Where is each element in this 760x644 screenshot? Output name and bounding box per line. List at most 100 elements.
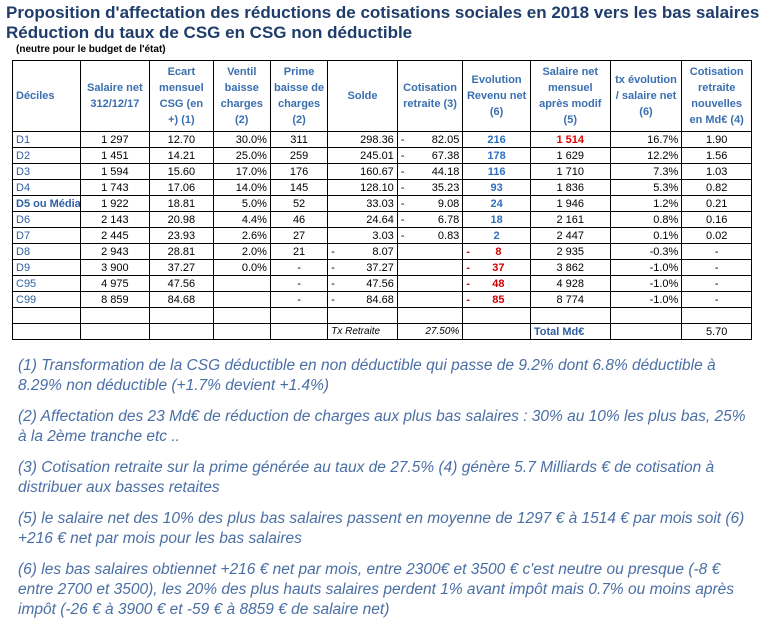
minus-sign: - <box>466 245 470 258</box>
tx-evolution-cell: 5.3% <box>609 179 683 196</box>
ecart-cell: 28.81 <box>149 243 214 260</box>
net-modif-cell: 3 862 <box>529 259 611 276</box>
evolution-cell: 93 <box>462 179 531 196</box>
minus-sign: - <box>400 229 405 242</box>
evolution-cell: - 48 <box>462 275 531 292</box>
table-spacer-row <box>12 307 752 324</box>
decile-label: D6 <box>12 211 81 228</box>
net-modif-cell: 4 928 <box>529 275 611 292</box>
table-row: D2 1 451 14.21 25.0% 259 245.01- 67.38 178 1 629… <box>12 147 752 164</box>
tx-evolution-cell: 16.7% <box>609 131 683 148</box>
ecart-cell: 14.21 <box>149 147 214 164</box>
evolution-cell-value: 37 <box>492 261 505 274</box>
decile-label: D4 <box>12 179 81 196</box>
header-salaire-net: Salaire net 312/12/17 <box>79 60 151 132</box>
decile-label: C99 <box>12 291 81 308</box>
solde-cell: 245.01 <box>327 147 398 164</box>
evolution-cell: 24 <box>462 195 531 212</box>
minus-sign: - <box>400 149 405 162</box>
evolution-cell: 178 <box>462 147 531 164</box>
minus-sign: - <box>400 181 405 194</box>
cotisation-cell <box>396 243 464 260</box>
ventil-cell <box>212 275 271 292</box>
net-modif-cell: 1 946 <box>529 195 611 212</box>
salaire-cell: 2 445 <box>79 227 151 244</box>
cotisation-cell: - 35.23 <box>396 179 464 196</box>
minus-sign: - <box>400 197 405 210</box>
minus-sign: - <box>331 261 335 274</box>
header-ventil: Ventil baisse charges (2) <box>212 60 271 132</box>
solde-cell-value: 8.07 <box>372 245 394 258</box>
header-cotisation: Cotisation retraite (3) <box>396 60 464 132</box>
cotisation-cell-value: 82.05 <box>431 133 460 146</box>
solde-cell-value: 33.03 <box>366 197 394 210</box>
evolution-cell-value: 178 <box>487 149 506 162</box>
ventil-cell: 14.0% <box>212 179 271 196</box>
table-row: D9 3 900 37.27 0.0% - -37.27-37 3 862 -1.0% - <box>12 259 752 276</box>
evolution-cell-value: 93 <box>490 181 503 194</box>
salaire-cell: 1 297 <box>79 131 151 148</box>
minus-sign: - <box>331 245 335 258</box>
cotisation-md-cell: 0.82 <box>681 179 752 196</box>
evolution-cell-value: 8 <box>495 245 502 258</box>
header-deciles: Déciles <box>12 60 81 132</box>
solde-cell: - 47.56 <box>327 275 398 292</box>
salaire-cell: 1 451 <box>79 147 151 164</box>
table-row: D3 1 594 15.60 17.0% 176 160.67- 44.18 116 1 710… <box>12 163 752 180</box>
table-row: D5 ou Média 1 922 18.81 5.0% 52 33.03- 9.08 24 1… <box>12 195 752 212</box>
salaire-cell: 3 900 <box>79 259 151 276</box>
minus-sign: - <box>466 261 470 274</box>
salaire-cell: 4 975 <box>79 275 151 292</box>
decile-label: D1 <box>12 131 81 148</box>
solde-cell-value: 3.03 <box>372 229 394 242</box>
evolution-cell: 216 <box>462 131 531 148</box>
solde-cell-value: 24.64 <box>366 213 394 226</box>
table-row: D7 2 445 23.93 2.6% 27 3.03- 0.83 2 2 447 0.1% 0.0… <box>12 227 752 244</box>
minus-sign: - <box>400 165 405 178</box>
cotisation-md-cell: - <box>681 275 752 292</box>
prime-cell: 27 <box>269 227 329 244</box>
ecart-cell: 84.68 <box>149 291 214 308</box>
prime-cell: 311 <box>269 131 329 148</box>
header-prime: Prime baisse de charges (2) <box>269 60 329 132</box>
prime-cell: 21 <box>269 243 329 260</box>
cotisation-cell-value: 67.38 <box>431 149 460 162</box>
tx-evolution-cell: 12.2% <box>609 147 683 164</box>
deciles-table: Déciles Salaire net 312/12/17 Ecart mens… <box>12 60 752 340</box>
evolution-cell-value: 24 <box>490 197 503 210</box>
cotisation-md-cell: - <box>681 291 752 308</box>
solde-cell: 160.67 <box>327 163 398 180</box>
evolution-cell-value: 48 <box>492 277 505 290</box>
ventil-cell: 4.4% <box>212 211 271 228</box>
decile-label: D2 <box>12 147 81 164</box>
cotisation-md-cell: - <box>681 259 752 276</box>
salaire-cell: 1 743 <box>79 179 151 196</box>
prime-cell: - <box>269 259 329 276</box>
solde-cell: - 84.68 <box>327 291 398 308</box>
table-row: C95 4 975 47.56- -47.56-48 4 928 -1.0% - <box>12 275 752 292</box>
net-modif-cell: 1 710 <box>529 163 611 180</box>
solde-cell: 33.03 <box>327 195 398 212</box>
evolution-cell: - 85 <box>462 291 531 308</box>
tx-evolution-cell: -1.0% <box>609 291 683 308</box>
total-label: Total Md€ <box>529 323 611 340</box>
ventil-cell: 0.0% <box>212 259 271 276</box>
ecart-cell: 23.93 <box>149 227 214 244</box>
note-1: (1) Transformation de la CSG déductible … <box>18 357 716 394</box>
cotisation-cell-value: 9.08 <box>437 197 460 210</box>
prime-cell: 259 <box>269 147 329 164</box>
table-row: D6 2 143 20.98 4.4% 46 24.64- 6.78 18 2 161 0.8% 0… <box>12 211 752 228</box>
net-modif-cell: 2 447 <box>529 227 611 244</box>
salaire-cell: 1 594 <box>79 163 151 180</box>
prime-cell: 145 <box>269 179 329 196</box>
ecart-cell: 12.70 <box>149 131 214 148</box>
header-evolution: Evolution Revenu net (6) <box>462 60 531 132</box>
solde-cell: - 37.27 <box>327 259 398 276</box>
cotisation-cell: - 0.83 <box>396 227 464 244</box>
notes: (1) Transformation de la CSG déductible … <box>18 356 758 631</box>
cotisation-cell: - 6.78 <box>396 211 464 228</box>
evolution-cell: 18 <box>462 211 531 228</box>
solde-cell-value: 160.67 <box>360 165 394 178</box>
evolution-cell-value: 216 <box>487 133 506 146</box>
cotisation-cell <box>396 259 464 276</box>
